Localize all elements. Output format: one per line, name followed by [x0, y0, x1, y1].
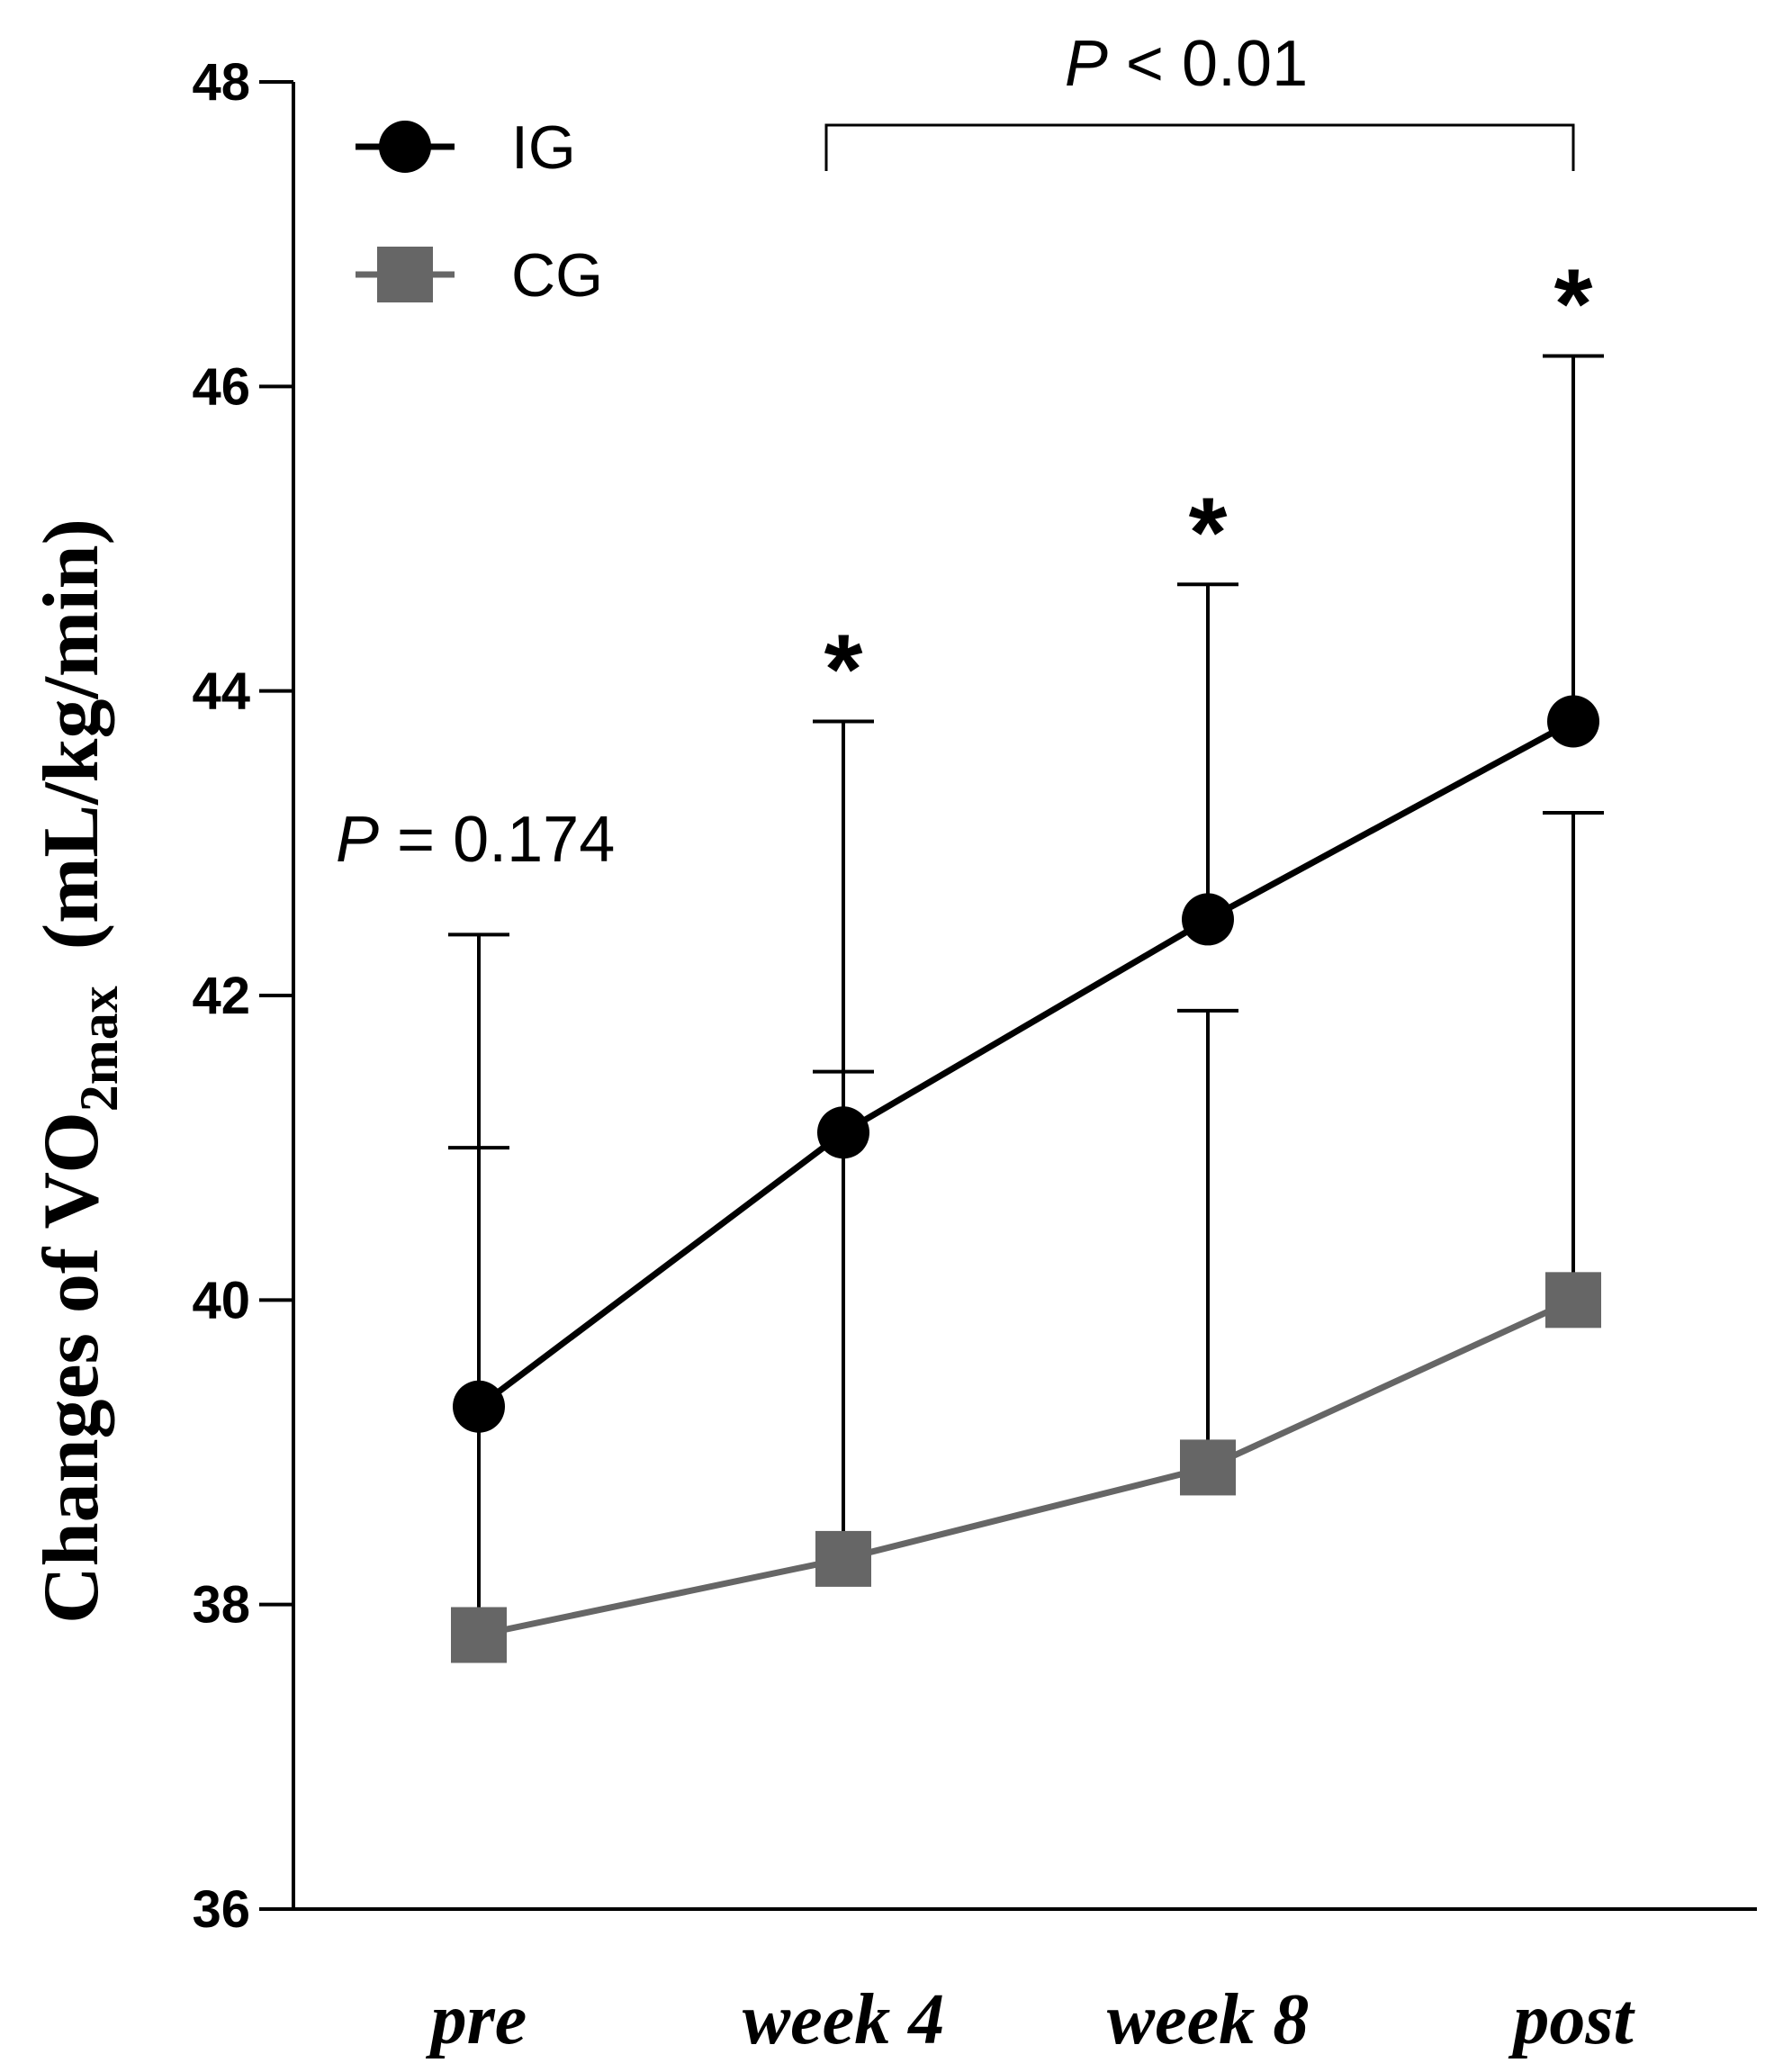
p-value-bracket-number: < 0.01 — [1108, 28, 1308, 100]
x-tick-label-week-8: week 8 — [1107, 1980, 1309, 2059]
p-value-bracket-symbol: P — [1065, 28, 1108, 100]
legend-label-cg: CG — [511, 241, 603, 310]
y-axis-label: Changes of VO2max (mL/kg/min) — [28, 518, 129, 1624]
ylabel-sub: 2max — [69, 986, 129, 1112]
p-value-bracket: P < 0.01 — [1065, 28, 1308, 100]
significance-star-week-8: * — [1189, 477, 1228, 588]
legend-item-ig: IG — [356, 113, 576, 182]
x-tick-label-pre: pre — [426, 1980, 527, 2059]
point-cg-week-4 — [815, 1530, 871, 1587]
series-line-ig — [476, 718, 1575, 1410]
point-ig-week-8 — [1182, 893, 1234, 946]
p-value-pre: P = 0.174 — [336, 804, 615, 876]
legend-marker-cg — [377, 247, 433, 302]
x-tick-label-week-4: week 4 — [743, 1980, 944, 2059]
ylabel-unit: (mL/kg/min) — [28, 518, 115, 950]
x-tick-label-post: post — [1508, 1980, 1635, 2059]
significance-bracket — [824, 123, 1575, 171]
error-bars — [448, 354, 1604, 1635]
y-tick-label-48: 48 — [192, 53, 250, 112]
point-cg-post — [1545, 1272, 1601, 1329]
p-value-pre-symbol: P — [336, 804, 379, 876]
point-ig-pre — [453, 1380, 505, 1433]
point-cg-week-8 — [1180, 1439, 1236, 1496]
series-markers — [451, 695, 1601, 1663]
p-value-pre-number: = 0.174 — [379, 804, 615, 876]
legend: IG CG — [356, 113, 603, 310]
point-cg-pre — [451, 1607, 507, 1663]
series-line-cg — [478, 1297, 1575, 1638]
y-tick-label-40: 40 — [192, 1271, 250, 1329]
point-ig-post — [1547, 695, 1599, 748]
series-lines — [476, 718, 1575, 1638]
significance-star-post: * — [1554, 249, 1593, 360]
y-tick-label-44: 44 — [192, 662, 250, 721]
point-ig-week-4 — [817, 1106, 869, 1159]
y-tick-label-36: 36 — [192, 1880, 250, 1939]
axes: 36 38 40 42 44 46 48 pre week 4 week 8 post — [192, 53, 1757, 2059]
significance-star-week-4: * — [824, 615, 863, 725]
legend-item-cg: CG — [356, 241, 603, 310]
ylabel-main: Changes of VO — [28, 1112, 115, 1624]
legend-label-ig: IG — [511, 113, 576, 182]
y-tick-label-38: 38 — [192, 1576, 250, 1635]
legend-marker-ig — [379, 121, 431, 173]
y-tick-label-42: 42 — [192, 967, 250, 1025]
y-tick-label-46: 46 — [192, 357, 250, 416]
